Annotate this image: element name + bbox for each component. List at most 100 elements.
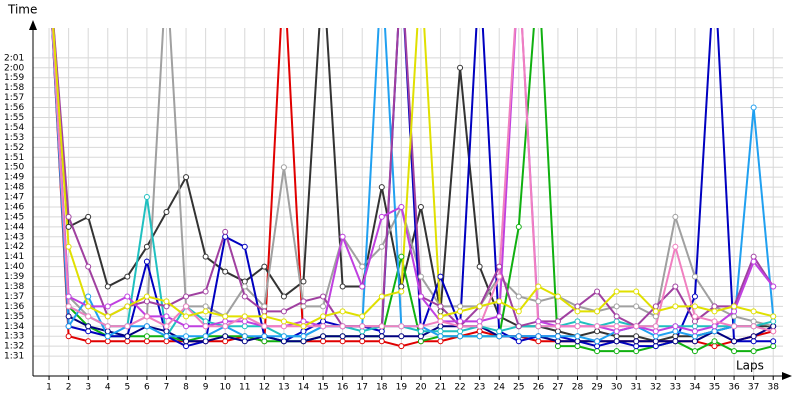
data-point xyxy=(594,343,601,350)
data-point xyxy=(163,323,170,330)
y-tick-label: 1:51 xyxy=(4,153,24,163)
data-point xyxy=(574,318,581,325)
data-point xyxy=(124,333,131,340)
data-point xyxy=(202,323,209,330)
data-point xyxy=(554,328,561,335)
data-point xyxy=(613,348,620,355)
data-point xyxy=(398,288,405,295)
data-point xyxy=(457,303,464,310)
data-point xyxy=(457,64,464,71)
data-point xyxy=(731,313,738,320)
x-tick-label: 21 xyxy=(435,383,446,393)
data-point xyxy=(261,338,268,345)
data-point xyxy=(241,278,248,285)
data-point xyxy=(280,164,287,171)
data-point xyxy=(143,338,150,345)
data-point xyxy=(750,318,757,325)
data-point xyxy=(750,323,757,330)
data-point xyxy=(65,293,72,300)
data-point xyxy=(476,328,483,335)
data-point xyxy=(85,213,92,220)
data-point xyxy=(104,303,111,310)
data-point xyxy=(496,333,503,340)
data-point xyxy=(672,303,679,310)
data-point xyxy=(574,303,581,310)
data-point xyxy=(300,303,307,310)
data-point xyxy=(613,338,620,345)
data-point xyxy=(437,318,444,325)
data-point xyxy=(378,293,385,300)
data-point xyxy=(457,328,464,335)
data-point xyxy=(104,333,111,340)
data-point xyxy=(222,318,229,325)
data-point xyxy=(124,303,131,310)
y-tick-label: 1:41 xyxy=(4,252,24,262)
y-tick-label: 1:53 xyxy=(4,133,24,143)
data-point xyxy=(594,323,601,330)
y-tick-label: 1:38 xyxy=(4,282,24,292)
data-point xyxy=(65,213,72,220)
data-point xyxy=(339,333,346,340)
x-tick-label: 20 xyxy=(415,383,427,393)
data-point xyxy=(711,343,718,350)
data-point xyxy=(554,343,561,350)
data-point xyxy=(320,293,327,300)
data-point xyxy=(750,338,757,345)
y-tick-label: 1:35 xyxy=(4,312,24,322)
data-point xyxy=(222,228,229,235)
x-tick-label: 13 xyxy=(278,383,289,393)
data-point xyxy=(222,268,229,275)
data-point xyxy=(143,323,150,330)
data-point xyxy=(300,323,307,330)
data-point xyxy=(691,328,698,335)
data-point xyxy=(163,313,170,320)
data-point xyxy=(85,313,92,320)
x-tick-label: 31 xyxy=(630,383,641,393)
data-point xyxy=(672,213,679,220)
data-point xyxy=(731,338,738,345)
data-point xyxy=(770,343,777,350)
data-point xyxy=(457,318,464,325)
x-tick-label: 1 xyxy=(46,383,52,393)
x-tick-label: 34 xyxy=(689,383,701,393)
x-tick-label: 37 xyxy=(748,383,759,393)
data-point xyxy=(711,303,718,310)
data-point xyxy=(437,338,444,345)
data-point xyxy=(163,333,170,340)
data-point xyxy=(359,333,366,340)
data-point xyxy=(613,313,620,320)
data-point xyxy=(496,328,503,335)
data-point xyxy=(535,298,542,305)
y-tick-label: 1:47 xyxy=(4,193,24,203)
data-point xyxy=(613,318,620,325)
data-point xyxy=(652,338,659,345)
data-point xyxy=(143,243,150,250)
data-point xyxy=(163,298,170,305)
y-tick-label: 1:44 xyxy=(4,222,24,232)
data-point xyxy=(691,348,698,355)
data-point xyxy=(554,333,561,340)
x-tick-label: 17 xyxy=(356,383,367,393)
series-line xyxy=(51,28,774,348)
data-point xyxy=(241,323,248,330)
x-tick-label: 36 xyxy=(728,383,740,393)
data-point xyxy=(124,293,131,300)
data-point xyxy=(320,303,327,310)
x-tick-label: 22 xyxy=(454,383,465,393)
data-point xyxy=(85,323,92,330)
data-point xyxy=(398,333,405,340)
y-axis-arrow xyxy=(29,20,37,30)
data-point xyxy=(437,308,444,315)
data-point xyxy=(241,243,248,250)
data-point xyxy=(320,318,327,325)
data-point xyxy=(202,333,209,340)
y-tick-label: 1:39 xyxy=(4,272,24,282)
data-point xyxy=(65,313,72,320)
data-point xyxy=(691,338,698,345)
data-point xyxy=(554,338,561,345)
data-point xyxy=(241,338,248,345)
data-point xyxy=(398,203,405,210)
data-point xyxy=(398,323,405,330)
data-point xyxy=(85,328,92,335)
data-point xyxy=(515,333,522,340)
